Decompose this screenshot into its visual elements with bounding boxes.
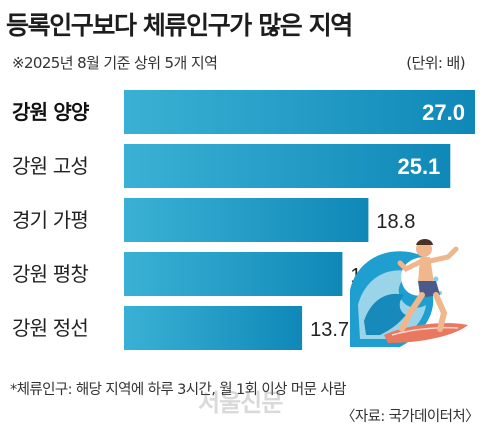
surfer-illustration xyxy=(350,239,468,347)
footnote: *체류인구: 해당 지역에 하루 3시간, 월 1회 이상 머문 사람 xyxy=(10,382,346,398)
category-label: 강원 평창 xyxy=(12,262,88,286)
bar xyxy=(124,252,343,296)
bar xyxy=(124,198,369,242)
bar xyxy=(124,306,303,350)
watermark-logo: 서울신문 xyxy=(198,389,283,417)
value-label: 25.1 xyxy=(397,154,440,179)
value-label: 18.8 xyxy=(376,211,415,233)
value-label: 27.0 xyxy=(422,100,465,125)
category-label: 강원 정선 xyxy=(12,316,88,340)
chart-title: 등록인구보다 체류인구가 많은 지역 xyxy=(6,11,353,40)
category-label: 경기 가평 xyxy=(12,208,88,232)
unit-label: (단위: 배) xyxy=(406,54,465,72)
bar xyxy=(124,144,451,188)
bar xyxy=(124,90,475,134)
category-label: 강원 양양 xyxy=(12,100,90,124)
chart-subtitle: ※2025년 8월 기준 상위 5개 지역 xyxy=(12,54,218,72)
category-label: 강원 고성 xyxy=(12,154,88,178)
source-note: 〈자료: 국가데이터처〉 xyxy=(340,409,480,425)
value-label: 13.7 xyxy=(310,319,349,341)
